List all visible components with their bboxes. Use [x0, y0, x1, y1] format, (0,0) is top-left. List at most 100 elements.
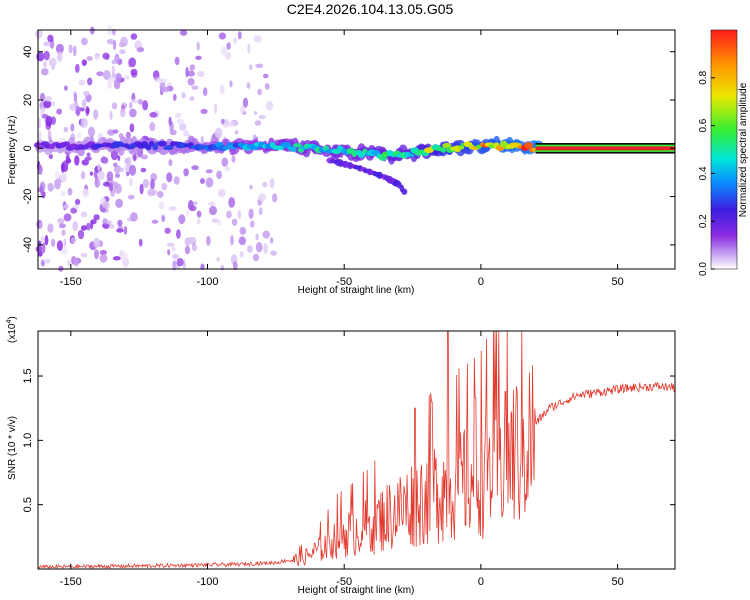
snr-series-line — [37, 330, 676, 570]
spectrogram-noise-blob — [45, 115, 53, 127]
spectrogram-noise-blob — [183, 130, 189, 137]
spectrogram-noise-blob — [173, 176, 180, 185]
spectrogram-noise-blob — [34, 29, 43, 39]
spectrogram-noise-blob — [189, 205, 197, 212]
spectrogram-noise-blob — [106, 171, 114, 182]
spectrogram-noise-blob — [108, 182, 114, 192]
spectrogram-noise-blob — [47, 182, 54, 192]
spectrogram-noise-blob — [249, 184, 253, 190]
spectrogram-noise-blob — [179, 29, 188, 36]
spectrogram-ytick-label: 40 — [22, 46, 34, 58]
spectrogram-noise-blob — [73, 45, 77, 57]
spectrogram-ridge-core — [152, 144, 159, 151]
spectrogram-noise-blob — [223, 118, 229, 126]
spectrogram-noise-blob — [123, 75, 130, 80]
spectrogram-noise-blob — [168, 116, 172, 127]
spectrogram-ridge-core — [157, 140, 167, 147]
spectrogram-noise-blob — [43, 258, 51, 264]
spectrogram-noise-blob — [47, 34, 54, 43]
spectrogram-noise-blob — [119, 49, 126, 55]
colorbar-gradient — [710, 29, 738, 270]
spectrogram-noise-blob — [172, 260, 177, 271]
spectrogram-noise-blob — [247, 43, 251, 54]
spectrogram-xtick-label: 50 — [611, 276, 623, 288]
figure-title: C2E4.2026.104.13.05.G05 — [287, 1, 454, 17]
spectrogram-noise-blob — [129, 108, 137, 118]
spectrogram-noise-blob — [140, 167, 147, 173]
spectrogram-noise-blob — [174, 56, 180, 66]
spectrogram-noise-blob — [108, 224, 115, 230]
spectrogram-ridge-core — [523, 142, 534, 149]
colorbar-tick-label: 0.6 — [698, 118, 709, 132]
spectrogram-noise-blob — [99, 253, 108, 263]
snr-ylabel: SNR (10 * v/v) — [7, 416, 18, 480]
spectrogram-noise-blob — [184, 245, 191, 255]
spectrogram-noise-blob — [193, 201, 198, 206]
spectrogram-noise-blob — [130, 212, 138, 222]
spectrogram-noise-blob — [181, 92, 186, 99]
spectrogram-noise-blob — [120, 108, 126, 118]
spectrogram-noise-blob — [120, 167, 125, 173]
spectrogram-noise-blob — [123, 226, 128, 235]
spectrogram-xtick-label: 0 — [478, 276, 484, 288]
snr-xlabel: Height of straight line (km) — [298, 585, 415, 596]
spectrogram-noise-blob — [205, 169, 213, 174]
spectrogram-noise-blob — [227, 122, 235, 127]
spectrogram-noise-blob — [138, 238, 143, 247]
spectrogram-noise-blob — [158, 201, 165, 209]
spectrogram-noise-blob — [117, 219, 123, 227]
spectrogram-noise-blob — [56, 108, 63, 115]
spectrogram-noise-blob — [233, 37, 238, 44]
spectrogram-noise-blob — [133, 153, 137, 162]
snr-multiplier-close: ) — [7, 316, 18, 319]
spectrogram-noise-blob — [166, 242, 175, 247]
spectrogram-noise-blob — [220, 264, 225, 271]
spectrogram-noise-blob — [242, 97, 249, 108]
snr-xtick-label: -150 — [60, 576, 82, 588]
spectrogram-noise-blob — [93, 249, 100, 260]
spectrogram-noise-blob — [257, 88, 262, 96]
snr-xtick-label: -100 — [196, 576, 218, 588]
colorbar-tick-label: 0.0 — [698, 262, 709, 276]
spectrogram-noise-blob — [185, 209, 190, 216]
spectrogram-noise-blob — [102, 70, 111, 80]
spectrogram-noise-blob — [74, 155, 80, 166]
spectrogram-noise-blob — [191, 165, 199, 171]
spectrogram-noise-blob — [87, 126, 96, 137]
spectrogram-ytick-label: -40 — [22, 237, 34, 253]
snr-multiplier: (x104) — [6, 316, 18, 343]
spectrogram-ridge-core — [275, 145, 285, 151]
spectrogram-noise-blob — [102, 181, 111, 187]
spectrogram-noise-blob — [132, 99, 139, 104]
spectrogram-noise-blob — [237, 209, 242, 219]
spectrogram-noise-blob — [42, 61, 47, 68]
snr-background — [38, 331, 675, 569]
spectrogram-ytick-label: 0 — [22, 145, 34, 151]
spectrogram-noise-blob — [118, 42, 126, 48]
spectrogram-noise-blob — [70, 207, 78, 214]
spectrogram-noise-blob — [252, 253, 260, 262]
spectrogram-noise-blob — [156, 78, 161, 83]
spectrogram-noise-blob — [238, 236, 246, 246]
spectrogram-noise-blob — [173, 93, 177, 101]
spectrogram-noise-blob — [81, 99, 87, 108]
snr-line-layer — [37, 330, 676, 570]
spectrogram-noise-blob — [72, 221, 79, 231]
spectrogram-noise-blob — [219, 84, 225, 95]
spectrogram-noise-blob — [97, 163, 101, 172]
spectrogram-noise-blob — [196, 210, 202, 218]
spectrogram-noise-blob — [205, 177, 214, 188]
spectrogram-noise-blob — [73, 92, 78, 103]
spectrogram-noise-blob — [96, 71, 104, 77]
colorbar-tick-label: 0.8 — [698, 70, 709, 84]
spectrogram-noise-blob — [86, 222, 91, 231]
spectrogram-noise-blob — [216, 170, 223, 180]
spectrogram-noise-blob — [137, 98, 144, 105]
spectrogram-noise-blob — [73, 257, 80, 267]
spectrogram-noise-blob — [139, 183, 144, 195]
spectrogram-noise-blob — [38, 130, 42, 140]
spectrogram-noise-blob — [246, 82, 251, 89]
spectrogram-ridge-core — [292, 143, 302, 148]
spectrogram-ridge-core — [62, 141, 70, 147]
spectrogram-noise-blob — [51, 238, 56, 247]
